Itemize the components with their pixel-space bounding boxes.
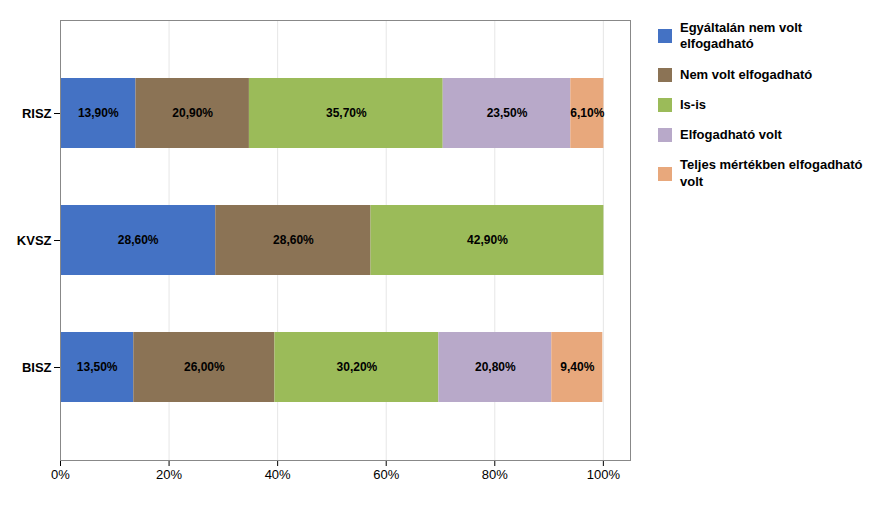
svg-text:26,00%: 26,00%: [184, 360, 225, 374]
html-text:Is-is: Is-is: [680, 96, 706, 112]
html-text:Teljes mértékben elfogadható v: Teljes mértékben elfogadható volt: [680, 157, 863, 189]
svg-text:40%: 40%: [265, 467, 291, 482]
svg-text:20%: 20%: [156, 467, 182, 482]
svg-text:0%: 0%: [51, 467, 70, 482]
svg-text:20,90%: 20,90%: [172, 106, 213, 120]
svg-text:9,40%: 9,40%: [560, 360, 594, 374]
svg-text:80%: 80%: [482, 467, 508, 482]
svg-text:35,70%: 35,70%: [326, 106, 367, 120]
html-text:Nem volt elfogadható: Nem volt elfogadható: [680, 66, 813, 82]
svg-text:23,50%: 23,50%: [487, 106, 528, 120]
svg-text:28,60%: 28,60%: [118, 233, 159, 247]
svg-text:BISZ: BISZ: [22, 360, 52, 375]
svg-text:100%: 100%: [587, 467, 621, 482]
svg-text:13,90%: 13,90%: [78, 106, 119, 120]
svg-text:30,20%: 30,20%: [337, 360, 378, 374]
svg-text:20,80%: 20,80%: [475, 360, 516, 374]
html-text:Elfogadható volt: Elfogadható volt: [680, 127, 782, 142]
svg-text:KVSZ: KVSZ: [17, 233, 52, 248]
svg-text:42,90%: 42,90%: [467, 233, 508, 247]
html-text:Egyáltalán nem volt elfogadhat: Egyáltalán nem volt elfogadható: [680, 20, 803, 52]
svg-text:RISZ: RISZ: [22, 106, 52, 121]
svg-text:28,60%: 28,60%: [273, 233, 314, 247]
svg-text:60%: 60%: [373, 467, 399, 482]
svg-text:13,50%: 13,50%: [77, 360, 118, 374]
svg-text:6,10%: 6,10%: [570, 106, 604, 120]
